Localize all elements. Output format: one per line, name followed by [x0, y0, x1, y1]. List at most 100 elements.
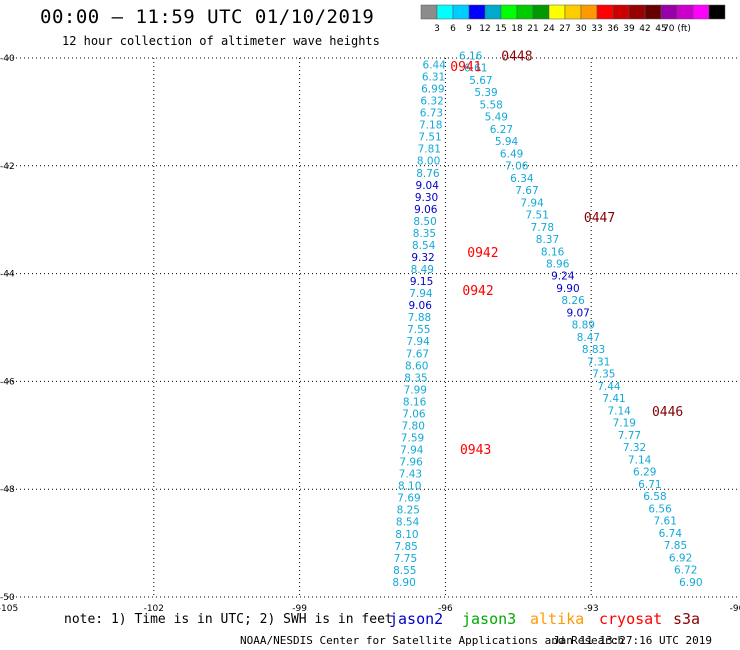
wave-height-label: 7.43 — [399, 469, 422, 481]
wave-height-label: 8.89 — [572, 320, 595, 332]
wave-height-label: 6.58 — [643, 491, 666, 503]
wave-height-label: 9.07 — [566, 307, 589, 319]
wave-height-label: 9.04 — [416, 180, 440, 192]
colorbar-swatch — [484, 4, 502, 20]
wave-height-label: 9.06 — [409, 300, 433, 312]
wave-height-label: 8.35 — [404, 372, 427, 384]
wave-height-label: 7.94 — [520, 197, 544, 209]
colorbar-label: 3 — [434, 24, 440, 34]
wave-height-label: 8.49 — [411, 264, 434, 276]
colorbar-label: 15 — [495, 24, 506, 34]
wave-height-label: 6.72 — [674, 565, 697, 577]
colorbar-swatch — [420, 4, 438, 20]
wave-height-label: 7.94 — [400, 445, 424, 457]
wave-height-label: 7.88 — [408, 312, 431, 324]
wave-height-label: 9.30 — [415, 192, 438, 204]
wave-height-label: 5.49 — [485, 112, 508, 124]
colorbar-label: 6 — [450, 24, 456, 34]
wave-height-label: 6.73 — [420, 108, 443, 120]
wave-height-label: 7.35 — [592, 369, 615, 381]
legend-item-jason3: jason3 — [462, 610, 517, 628]
wave-height-label: 8.83 — [582, 344, 605, 356]
wave-height-label: 7.75 — [394, 553, 417, 565]
wave-height-label: 8.76 — [416, 168, 440, 180]
wave-height-label: 9.90 — [556, 283, 579, 295]
colorbar-label: 18 — [511, 24, 523, 34]
wave-height-label: 7.94 — [409, 288, 433, 300]
wave-height-label: 7.94 — [406, 336, 430, 348]
wave-height-label: 8.55 — [393, 565, 416, 577]
x-tick-label: -90 — [730, 604, 740, 614]
colorbar-swatch — [516, 4, 534, 20]
wave-height-label: 7.99 — [404, 384, 427, 396]
wave-height-label: 6.34 — [510, 173, 534, 185]
chart-subtitle: 12 hour collection of altimeter wave hei… — [62, 34, 380, 48]
wave-height-label: 8.54 — [396, 517, 420, 529]
time-label: 0942 — [462, 284, 493, 299]
colorbar-swatch — [612, 4, 630, 20]
wave-height-label: 6.16 — [459, 50, 483, 62]
x-tick-label: -93 — [584, 604, 599, 614]
wave-height-label: 8.47 — [577, 332, 600, 344]
footer-timestamp: Jan 11 13:27:16 UTC 2019 — [553, 634, 712, 647]
colorbar-label: 36 — [607, 24, 619, 34]
wave-height-label: 5.39 — [474, 87, 497, 99]
colorbar-swatch — [692, 4, 710, 20]
wave-height-label: 7.19 — [613, 418, 636, 430]
legend-item-s3a: s3a — [673, 610, 701, 628]
wave-height-label: 7.77 — [618, 430, 641, 442]
colorbar-swatch — [532, 4, 550, 20]
wave-height-label: 6.90 — [679, 577, 702, 589]
wave-height-label: 6.71 — [638, 479, 661, 491]
time-label: 0448 — [501, 49, 532, 64]
wave-height-label: 8.60 — [405, 360, 428, 372]
wave-height-label: 7.51 — [418, 132, 441, 144]
colorbar-label: 24 — [543, 24, 555, 34]
wave-height-label: 9.06 — [414, 204, 438, 216]
wave-height-label: 7.67 — [406, 348, 429, 360]
wave-height-label: 8.10 — [398, 481, 421, 493]
y-tick-label: -42 — [0, 162, 15, 172]
wave-height-label: 7.78 — [531, 222, 554, 234]
colorbar-swatch — [436, 4, 454, 20]
note-text: note: 1) Time is in UTC; 2) SWH is in fe… — [64, 612, 393, 627]
wave-height-label: 9.32 — [411, 252, 434, 264]
colorbar-label: 70 (ft) — [663, 24, 691, 34]
wave-height-label: 8.26 — [561, 295, 585, 307]
wave-height-label: 8.54 — [412, 240, 436, 252]
wave-height-label: 7.85 — [394, 541, 417, 553]
colorbar-label: 21 — [527, 24, 538, 34]
colorbar-swatch — [580, 4, 598, 20]
colorbar-swatch — [468, 4, 486, 20]
wave-height-label: 7.06 — [402, 408, 426, 420]
wave-height-label: 7.55 — [407, 324, 430, 336]
wave-height-label: 7.80 — [402, 420, 425, 432]
colorbar-label: 9 — [466, 24, 472, 34]
wave-height-label: 7.44 — [597, 381, 621, 393]
y-tick-label: -44 — [0, 270, 15, 280]
wave-height-label: 7.41 — [602, 393, 625, 405]
wave-height-label: 7.61 — [654, 516, 677, 528]
wave-height-label: 7.18 — [419, 120, 442, 132]
wave-height-label: 6.27 — [490, 124, 513, 136]
colorbar-swatch — [596, 4, 614, 20]
legend-item-altika: altika — [530, 610, 585, 628]
x-tick-label: -99 — [292, 604, 307, 614]
colorbar-swatch — [660, 4, 678, 20]
wave-height-label: 8.37 — [536, 234, 559, 246]
time-label: 0941 — [450, 60, 481, 75]
wave-height-label: 8.10 — [395, 529, 418, 541]
footer-credit: NOAA/NESDIS Center for Satellite Applica… — [240, 634, 625, 647]
chart-title: 00:00 – 11:59 UTC 01/10/2019 — [40, 6, 375, 28]
wave-height-label: 7.69 — [397, 493, 420, 505]
wave-height-label: 5.58 — [479, 99, 502, 111]
colorbar-label: 12 — [479, 24, 490, 34]
colorbar-label: 42 — [639, 24, 650, 34]
x-tick-label: -96 — [438, 604, 453, 614]
wave-height-label: 6.61 — [464, 63, 487, 75]
wave-height-label: 7.32 — [623, 442, 646, 454]
wave-height-label: 6.92 — [669, 552, 692, 564]
wave-height-label: 7.14 — [628, 454, 652, 466]
wave-height-label: 8.96 — [546, 258, 570, 270]
